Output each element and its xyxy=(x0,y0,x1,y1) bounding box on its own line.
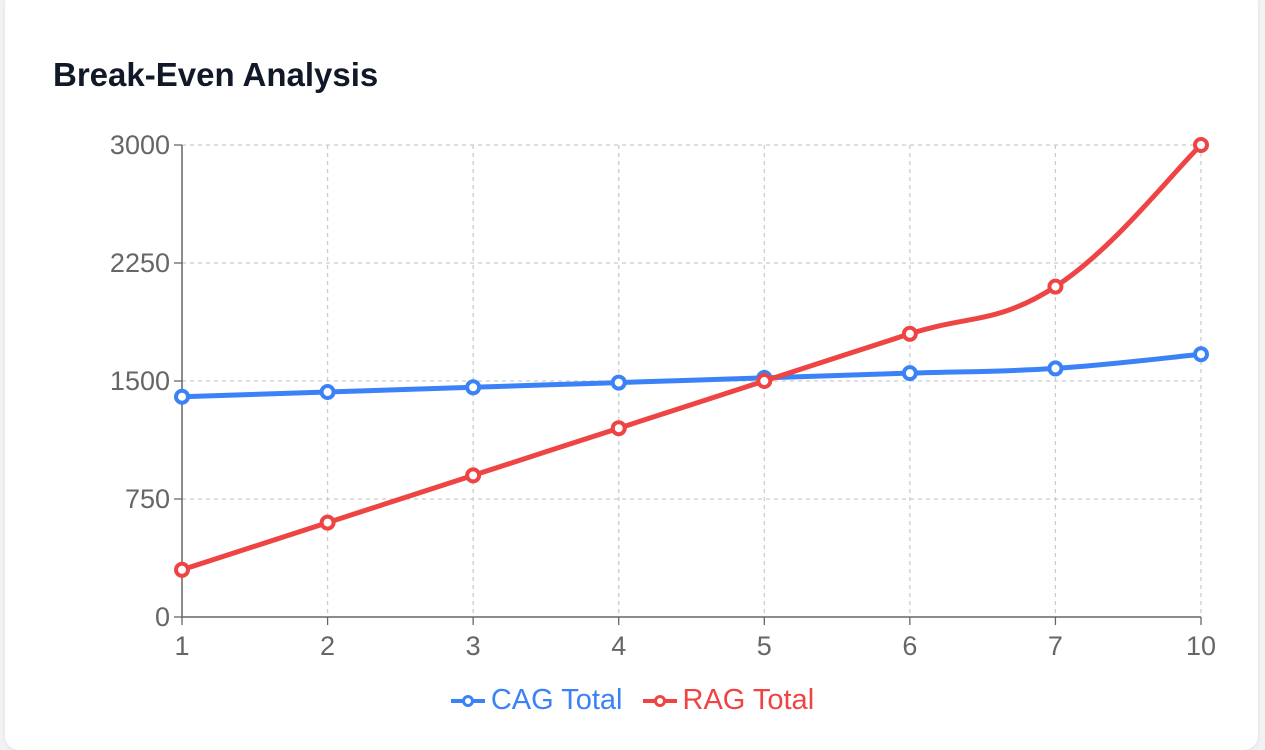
data-point xyxy=(610,420,627,437)
legend-item[interactable]: RAG Total xyxy=(642,684,815,717)
x-tick-label: 7 xyxy=(1048,631,1063,661)
data-point xyxy=(174,388,190,405)
data-point xyxy=(465,379,482,396)
x-tick-label: 1 xyxy=(174,631,189,661)
data-point xyxy=(1047,278,1064,295)
chart-legend: CAG Total RAG Total xyxy=(0,684,1265,717)
legend-line-marker-icon xyxy=(642,694,677,707)
x-tick-label: 2 xyxy=(320,631,335,661)
y-tick-label: 3000 xyxy=(110,130,170,160)
y-tick-label: 0 xyxy=(155,602,170,632)
legend-label: RAG Total xyxy=(682,684,815,716)
legend-item[interactable]: CAG Total xyxy=(450,684,623,717)
legend-line-marker-icon xyxy=(450,694,485,707)
data-point xyxy=(756,373,773,389)
x-tick-label: 5 xyxy=(757,631,772,661)
chart-card xyxy=(5,0,1258,750)
x-tick-label: 10 xyxy=(1186,631,1216,661)
chart-title: Break-Even Analysis xyxy=(53,56,379,93)
x-tick-label: 4 xyxy=(611,631,626,661)
data-point xyxy=(1193,346,1209,363)
data-point xyxy=(319,384,336,401)
data-point xyxy=(465,467,482,484)
data-point xyxy=(610,374,627,391)
series-line-rag-total xyxy=(181,143,1203,573)
x-tick-label: 3 xyxy=(466,631,481,661)
data-point xyxy=(901,365,918,382)
y-tick-label: 2250 xyxy=(110,248,170,278)
data-point xyxy=(1047,360,1064,377)
data-point xyxy=(1193,137,1209,153)
data-point xyxy=(319,514,336,531)
data-point xyxy=(174,561,190,578)
y-tick-label: 750 xyxy=(125,484,170,514)
x-tick-label: 6 xyxy=(902,631,917,661)
legend-label: CAG Total xyxy=(490,684,623,716)
y-tick-label: 1500 xyxy=(110,366,170,396)
series-line-cag-total xyxy=(181,351,1202,400)
data-point xyxy=(901,325,918,342)
